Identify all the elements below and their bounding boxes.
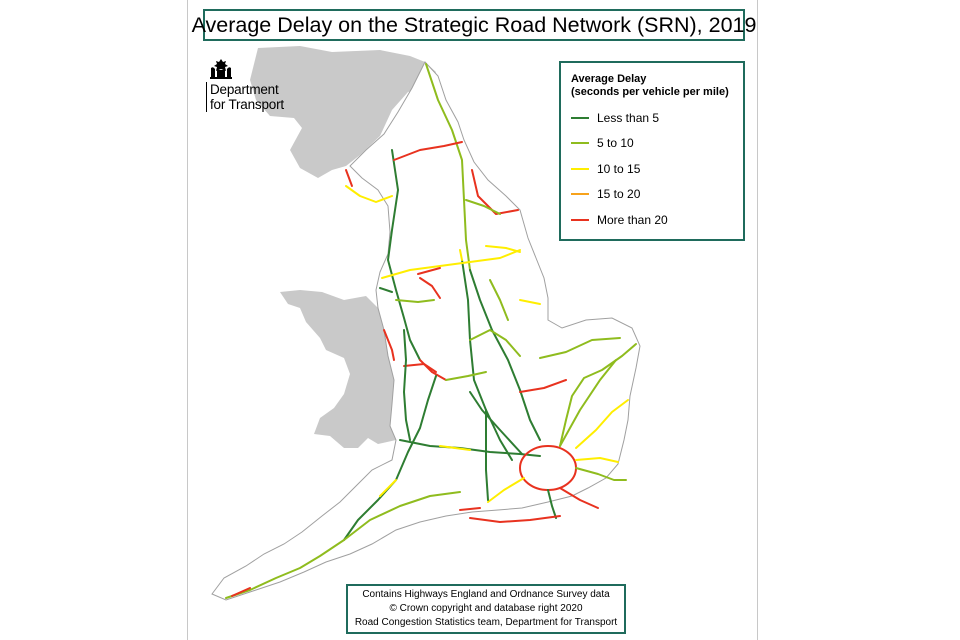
road-m1 (461, 259, 513, 461)
road-a46 (469, 329, 521, 357)
road-m5 (343, 375, 437, 541)
road-m23 (547, 489, 557, 519)
road-m2 (575, 457, 619, 463)
road-m40 (469, 391, 523, 455)
road-a14 (519, 379, 567, 393)
england-landmass (211, 61, 641, 601)
legend-swatch (571, 218, 589, 221)
road-a595-red (345, 169, 353, 187)
logo-line-2: for Transport (210, 97, 284, 112)
legend-title: Average Delay (seconds per vehicle per m… (571, 73, 743, 99)
department-for-transport-logo: Department for Transport (206, 58, 296, 112)
legend-items: Less than 5 5 to 10 10 to 15 15 to 20 Mo… (571, 105, 743, 233)
road-m4-yellow (439, 445, 471, 451)
legend-swatch (571, 142, 589, 145)
credit-line-1: Contains Highways England and Ordnance S… (362, 589, 610, 600)
legend-swatch (571, 193, 589, 196)
road-a66 (345, 185, 393, 203)
road-m1-yellow (459, 249, 463, 261)
wales-landmass (280, 290, 396, 448)
legend-item: Less than 5 (571, 105, 743, 131)
road-m5-yellow (379, 479, 397, 497)
road-a21-red (559, 487, 599, 509)
road-m58 (379, 287, 393, 293)
legend-item: 15 to 20 (571, 182, 743, 208)
road-a1-north (425, 63, 471, 271)
legend-label: 5 to 10 (597, 136, 634, 151)
road-a38-red (231, 587, 251, 597)
road-a12 (575, 399, 629, 449)
royal-crest-icon (210, 59, 232, 79)
road-a1-mid (469, 269, 541, 441)
road-m4 (399, 439, 541, 457)
map-frame (187, 0, 758, 640)
legend-label: 10 to 15 (597, 161, 641, 176)
road-a11 (559, 359, 617, 447)
road-m20 (575, 467, 627, 481)
legend-swatch (571, 116, 589, 119)
road-a27 (469, 515, 561, 523)
road-a34 (485, 409, 489, 501)
road-m60 (419, 277, 441, 299)
legend-item: More than 20 (571, 207, 743, 233)
map-title: Average Delay on the Strategic Road Netw… (192, 9, 756, 41)
road-a35-red (459, 507, 481, 511)
legend-label: Less than 5 (597, 110, 660, 125)
legend-label: More than 20 (597, 212, 668, 227)
road-m54 (403, 363, 437, 373)
road-a483 (383, 329, 395, 361)
data-credits: Contains Highways England and Ordnance S… (346, 584, 626, 634)
road-a47 (539, 337, 621, 359)
legend-title-line-2: (seconds per vehicle per mile) (571, 86, 729, 98)
legend-item: 5 to 10 (571, 131, 743, 157)
legend-label: 15 to 20 (597, 187, 641, 202)
legend-item: 10 to 15 (571, 156, 743, 182)
road-m18 (489, 279, 509, 321)
road-m62-red (417, 267, 441, 275)
credit-line-3: Road Congestion Statistics team, Departm… (354, 617, 618, 628)
road-m42 (445, 371, 487, 381)
road-network (225, 63, 637, 599)
legend-swatch (571, 167, 589, 170)
road-a303 (343, 491, 461, 541)
logo-text: Department for Transport (206, 82, 296, 112)
road-m11 (559, 343, 637, 447)
road-m3 (487, 477, 525, 503)
road-m62 (381, 249, 521, 279)
road-a30 (225, 539, 345, 599)
road-a49 (403, 329, 411, 441)
road-a64 (485, 245, 521, 253)
road-m56 (395, 299, 435, 303)
road-a19 (471, 169, 519, 215)
legend-title-line-1: Average Delay (571, 73, 647, 85)
credit-line-2: © Crown copyright and database right 202… (389, 603, 583, 614)
road-a69 (393, 141, 463, 161)
road-a66-east (465, 199, 501, 215)
road-a180 (519, 299, 541, 305)
map-legend: Average Delay (seconds per vehicle per m… (559, 61, 745, 241)
logo-line-1: Department (210, 82, 279, 97)
scotland-landmass (250, 46, 436, 178)
